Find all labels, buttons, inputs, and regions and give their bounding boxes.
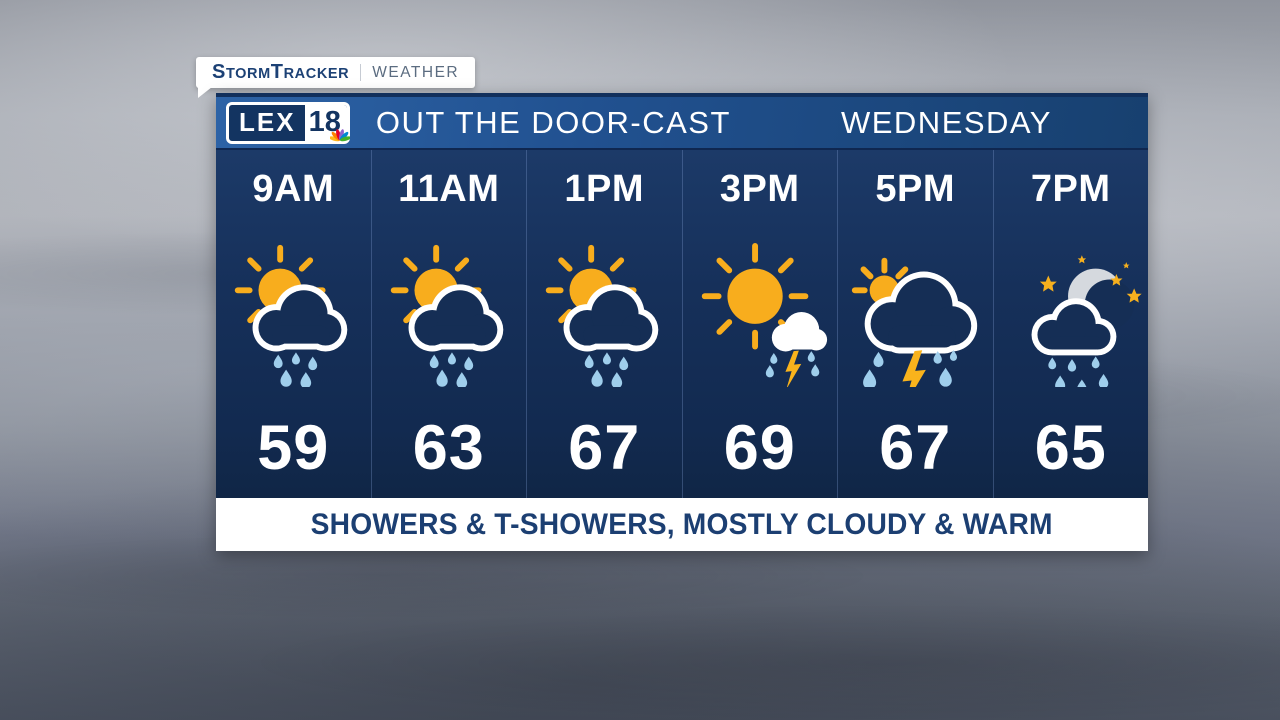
forecast-column: 3PM 69: [681, 150, 838, 498]
hour-label: 5PM: [875, 168, 956, 210]
forecast-column: 7PM 65: [992, 150, 1149, 498]
sun-shower-icon: [375, 239, 523, 387]
tab-divider: [360, 64, 362, 81]
summary-text: SHOWERS & T-SHOWERS, MOSTLY CLOUDY & WAR…: [310, 507, 1053, 541]
forecast-column: 1PM 67: [526, 150, 682, 498]
forecast-column: 5PM 67: [837, 150, 993, 498]
hour-label: 9AM: [252, 168, 335, 210]
lex18-call-letters: LEX: [239, 107, 296, 137]
panel-title: OUT THE DOOR-CAST: [375, 104, 731, 140]
sun-tstorm-icon: [686, 239, 834, 387]
hour-label: 3PM: [719, 168, 800, 210]
temperature-value: 67: [568, 413, 641, 483]
panel-header: LEX 18 OUT THE DOOR-CAST WEDNESDAY: [216, 93, 1148, 148]
forecast-column: 11AM 63: [370, 150, 527, 498]
lex18-channel-number: 18: [304, 104, 350, 141]
forecast-panel: LEX 18 OUT THE DOOR-CAST WEDNESDAY: [216, 93, 1148, 551]
temperature-value: 67: [879, 413, 952, 483]
sun-shower-icon: [219, 239, 367, 387]
forecast-day: WEDNESDAY: [840, 104, 1052, 140]
tab-section-label: WEATHER: [372, 63, 460, 81]
lex18-logo: LEX 18: [226, 101, 350, 144]
stormtracker-brand: Storm Tracker: [212, 61, 349, 84]
stormtracker-weather-tab: Storm Tracker WEATHER: [196, 57, 476, 98]
hour-label: 11AM: [398, 168, 500, 210]
hourly-forecast-row: 9AM 59 11AM 63 1PM 67 3PM 69 5PM 67 7PM …: [216, 148, 1148, 498]
forecast-column: 9AM 59: [216, 150, 371, 498]
channel-number-text: 18: [308, 106, 341, 138]
nbc-peacock-icon: [329, 128, 350, 141]
temperature-value: 69: [723, 413, 796, 483]
tstorm-icon: [841, 239, 989, 387]
hour-label: 1PM: [564, 168, 645, 210]
brand-word-tracker: Tracker: [270, 61, 350, 83]
temperature-value: 65: [1034, 413, 1107, 483]
hour-label: 7PM: [1030, 168, 1111, 210]
temperature-value: 63: [412, 413, 485, 483]
night-shower-icon: [997, 239, 1145, 387]
brand-word-storm: Storm: [212, 61, 271, 83]
temperature-value: 59: [257, 413, 330, 483]
summary-banner: SHOWERS & T-SHOWERS, MOSTLY CLOUDY & WAR…: [216, 498, 1148, 551]
sun-shower-icon: [530, 239, 678, 387]
